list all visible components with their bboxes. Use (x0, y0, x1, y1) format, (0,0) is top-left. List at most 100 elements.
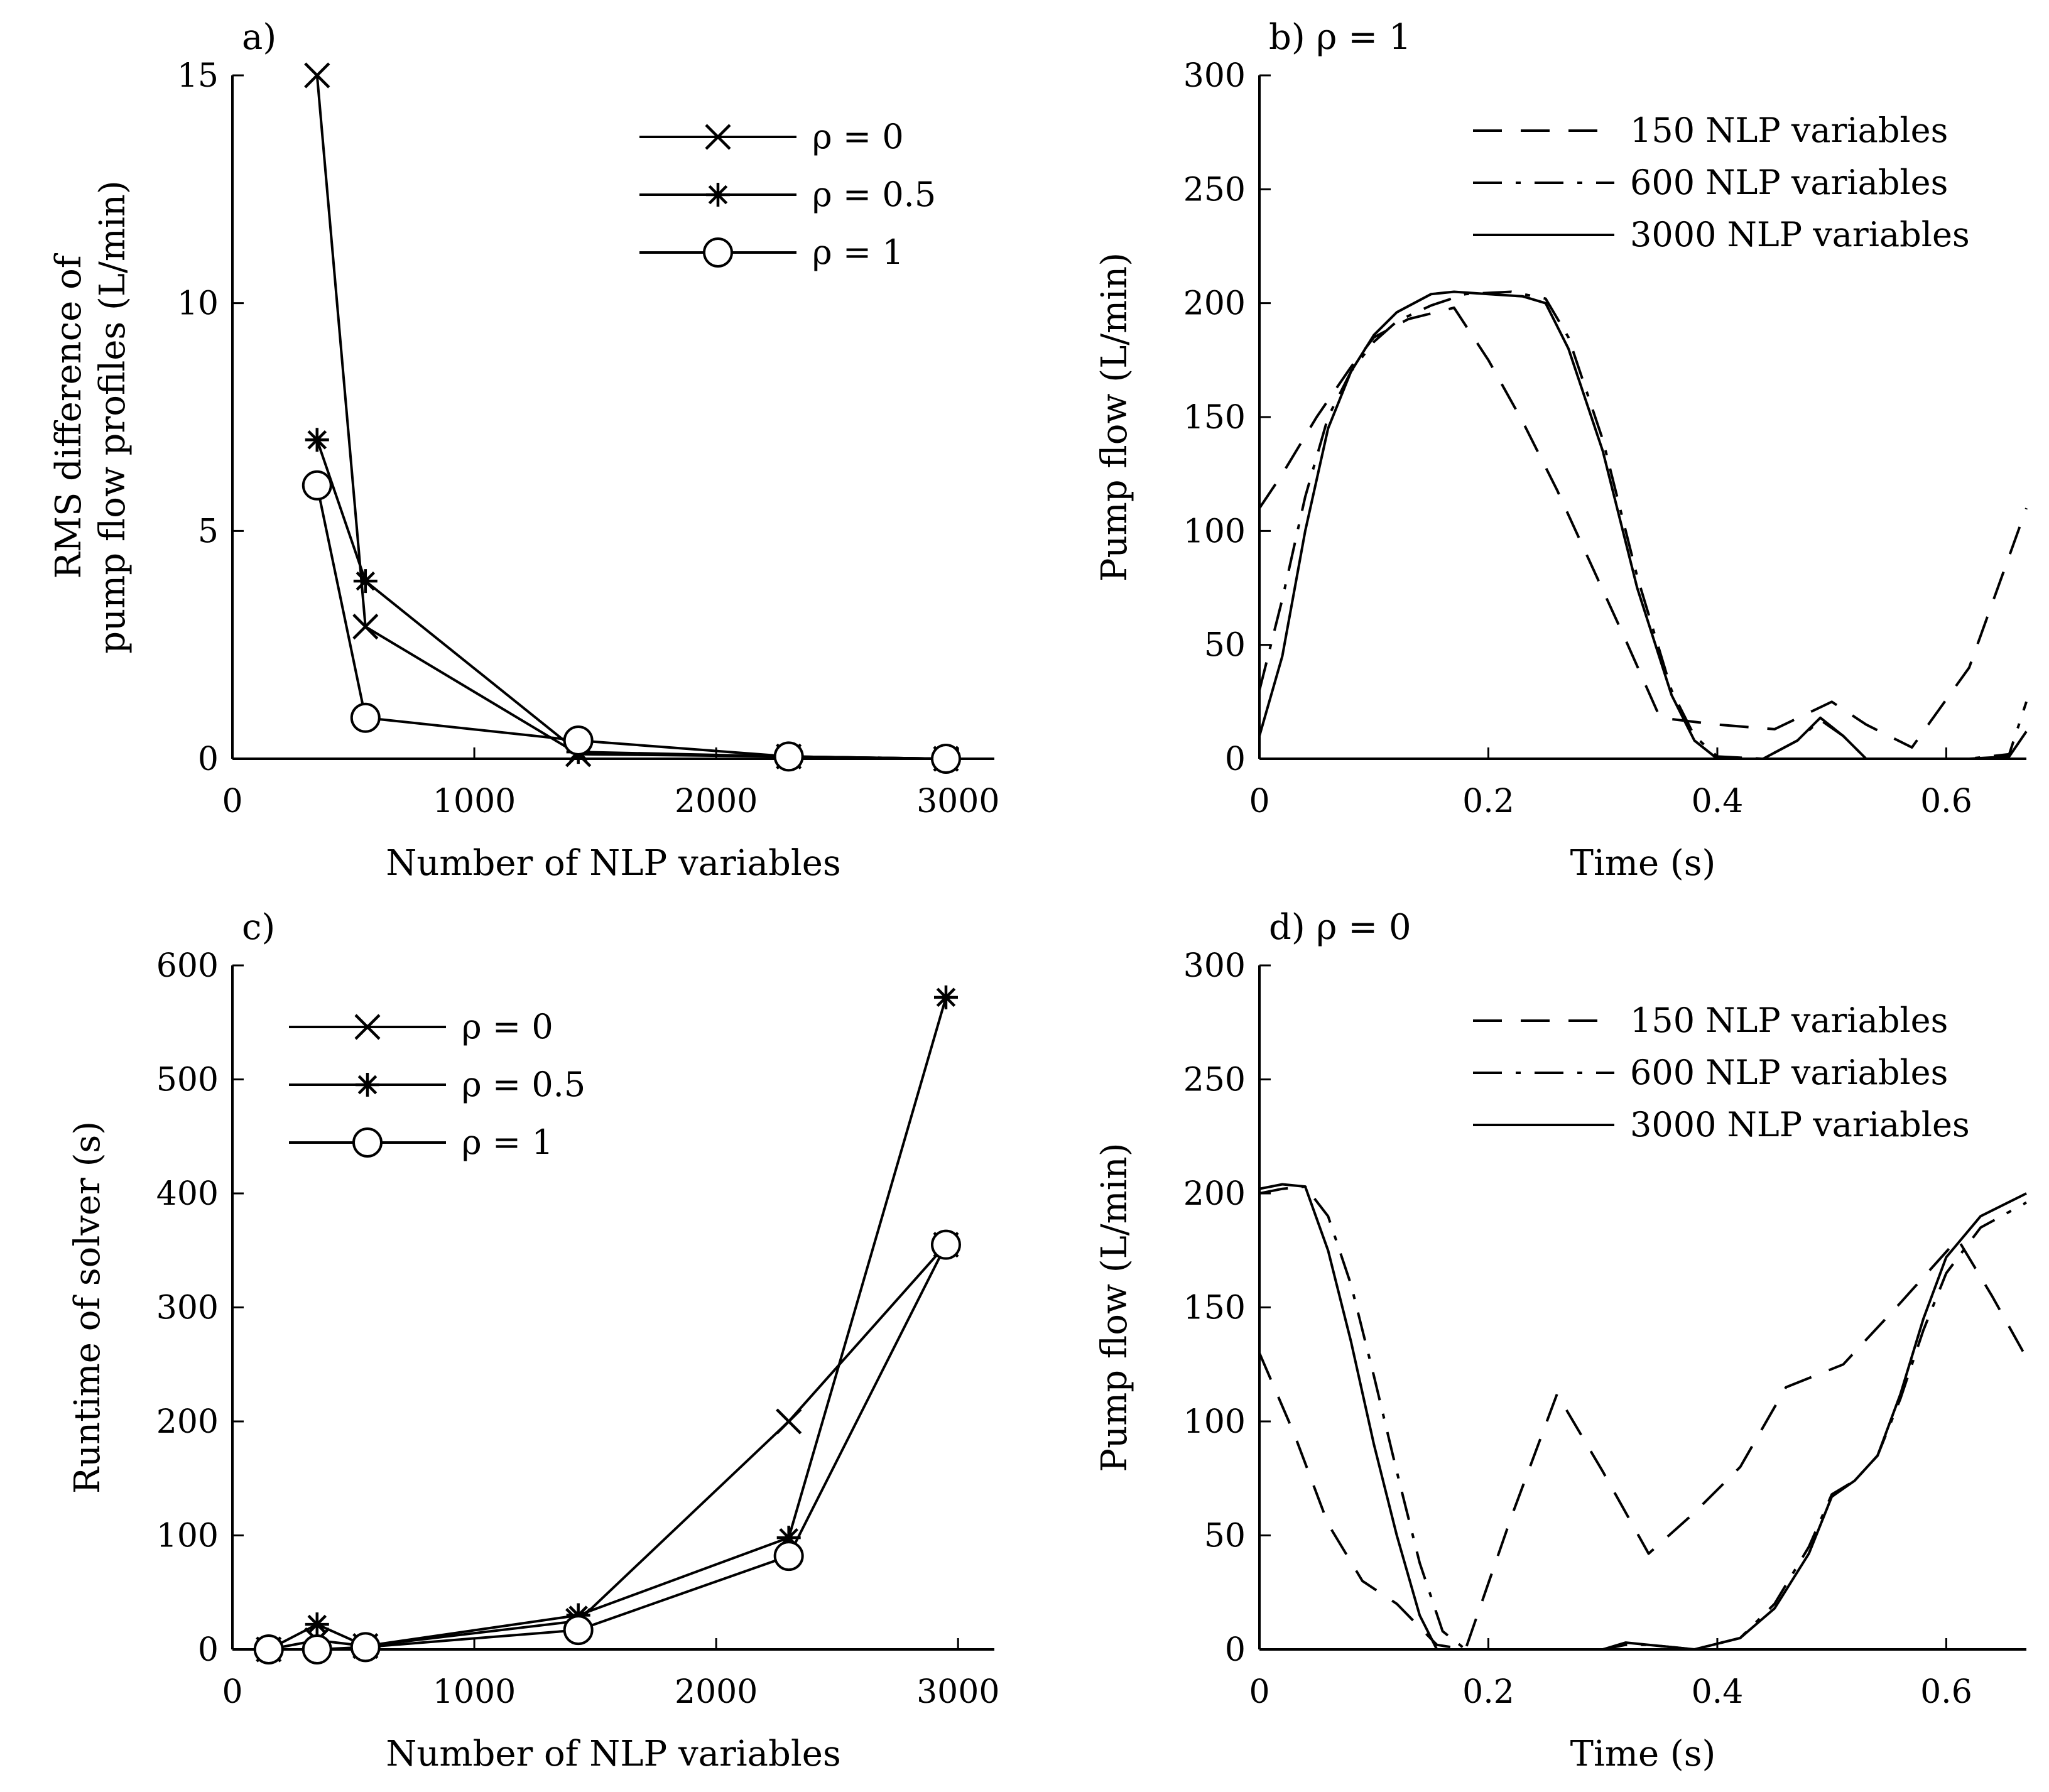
x-tick-label: 0 (222, 1673, 242, 1711)
legend-label: 150 NLP variables (1630, 1001, 1948, 1040)
legend-label: 600 NLP variables (1630, 163, 1948, 202)
legend: ρ = 0 ρ = 0.5 ρ = 1 (289, 1007, 585, 1162)
data-point-circle (302, 470, 332, 501)
data-point-circle (563, 725, 594, 756)
series-line-c-2 (268, 1244, 947, 1651)
legend-marker-star (356, 1073, 379, 1097)
data-point-circle (302, 1634, 332, 1664)
legend-label: 600 NLP variables (1630, 1053, 1948, 1092)
legend: 150 NLP variables 600 NLP variables 3000 N… (1473, 1001, 1970, 1144)
y-tick-label: 300 (1183, 57, 1246, 95)
y-tick-label: 100 (156, 1518, 219, 1555)
data-point-circle (253, 1634, 284, 1664)
x-tick-label: 2000 (675, 783, 758, 820)
y-tick-label: 50 (1204, 627, 1246, 665)
x-axis-label: Number of NLP variables (386, 843, 840, 884)
data-point-circle (563, 1615, 594, 1646)
legend-marker-x (354, 1014, 381, 1040)
x-tick-label: 0.4 (1692, 1673, 1744, 1711)
legend: 150 NLP variables 600 NLP variables 3000 N… (1473, 111, 1970, 254)
data-point-x (352, 614, 379, 640)
chart-b: 0 50 100 150 200 250 300 0 0.2 0.4 0.6 b) ρ = 1 Time… (1094, 17, 2028, 884)
x-tick-label: 2000 (675, 1673, 758, 1711)
chart-c: 0 100 200 300 400 500 600 0 1000 2000 3000 c) Number… (67, 907, 999, 1774)
x-tick-label: 0 (222, 783, 242, 820)
y-tick-label: 250 (1183, 171, 1246, 209)
y-tick-label: 300 (1183, 947, 1246, 985)
legend: ρ = 0 ρ = 0.5 ρ = 1 (639, 117, 936, 272)
y-axis-label: Runtime of solver (s) (67, 1121, 108, 1494)
y-tick-label: 15 (177, 57, 219, 95)
y-axis-label: Pump flow (L/min) (1094, 253, 1135, 582)
data-point-x (304, 62, 330, 89)
y-tick-label: 250 (1183, 1062, 1246, 1099)
data-point-star (776, 1526, 801, 1550)
x-tick-label: 0.2 (1462, 1673, 1514, 1711)
y-axis-label: Pump flow (L/min) (1094, 1143, 1135, 1472)
data-point-star (933, 985, 958, 1009)
legend-marker-circle (352, 1127, 383, 1158)
legend-label: 3000 NLP variables (1630, 1105, 1970, 1144)
legend-label: ρ = 0.5 (462, 1065, 585, 1104)
y-tick-label: 5 (198, 513, 219, 550)
y-tick-label: 0 (1225, 741, 1246, 778)
legend-marker-star (706, 183, 730, 207)
legend-label: 150 NLP variables (1630, 111, 1948, 150)
y-tick-label: 600 (156, 947, 219, 985)
data-point-circle (930, 1229, 961, 1260)
y-tick-label: 400 (156, 1175, 219, 1213)
x-tick-label: 0 (1249, 1673, 1269, 1711)
x-tick-label: 0.6 (1920, 783, 1972, 820)
y-tick-label: 0 (198, 741, 219, 778)
y-tick-label: 100 (1183, 513, 1246, 550)
legend-label: ρ = 0 (812, 117, 904, 156)
data-point-circle (930, 744, 961, 774)
series-line-d-1 (1259, 1185, 2027, 1651)
data-point-star (305, 428, 329, 452)
x-tick-label: 0.4 (1692, 783, 1744, 820)
legend-marker-x (705, 124, 731, 150)
chart-d: 0 50 100 150 200 250 300 0 0.2 0.4 0.6 d) ρ = 0 Time… (1094, 907, 2028, 1774)
legend-label: ρ = 0.5 (812, 175, 936, 214)
data-point-circle (773, 1541, 804, 1572)
chart-a: 0 5 10 15 0 1000 2000 3000 a) Number of NLP varia… (48, 17, 999, 884)
x-tick-label: 0.6 (1920, 1673, 1972, 1711)
x-axis-label: Time (s) (1570, 843, 1716, 884)
series-line-b-0 (1258, 306, 2028, 749)
x-tick-label: 3000 (916, 783, 999, 820)
series-line-b-2 (1258, 290, 2028, 760)
series-line-a-2 (315, 485, 947, 760)
series-line-b-1 (1258, 290, 2028, 760)
y-tick-label: 200 (1183, 285, 1246, 323)
y-tick-label: 0 (198, 1631, 219, 1669)
y-axis-label-line2: pump flow profiles (L/min) (92, 180, 133, 654)
series-line-d-0 (1258, 1237, 2028, 1651)
y-axis-label-line1: RMS difference of (48, 253, 89, 578)
x-axis-label: Number of NLP variables (386, 1734, 840, 1774)
y-tick-label: 200 (156, 1403, 219, 1441)
y-tick-label: 300 (156, 1290, 219, 1327)
series-line-d-2 (1259, 1183, 2027, 1651)
x-tick-label: 1000 (433, 783, 516, 820)
y-tick-label: 50 (1204, 1518, 1246, 1555)
y-tick-label: 10 (177, 285, 219, 323)
series-line-a-1 (315, 439, 947, 760)
y-tick-label: 0 (1225, 1631, 1246, 1669)
legend-label: ρ = 1 (462, 1122, 553, 1162)
y-tick-label: 100 (1183, 1403, 1246, 1441)
x-axis-label: Time (s) (1570, 1734, 1716, 1774)
data-point-circle (350, 702, 381, 733)
x-tick-label: 0 (1249, 783, 1269, 820)
series-line-c-1 (268, 997, 947, 1651)
y-tick-label: 200 (1183, 1175, 1246, 1213)
legend-label: ρ = 1 (812, 232, 904, 272)
data-point-circle (773, 741, 804, 772)
data-point-circle (350, 1632, 381, 1663)
x-tick-label: 3000 (916, 1673, 999, 1711)
data-point-x (776, 1408, 802, 1435)
y-tick-label: 500 (156, 1062, 219, 1099)
panel-label: d) ρ = 0 (1269, 907, 1411, 948)
panel-label: a) (242, 17, 276, 58)
x-tick-label: 1000 (433, 1673, 516, 1711)
